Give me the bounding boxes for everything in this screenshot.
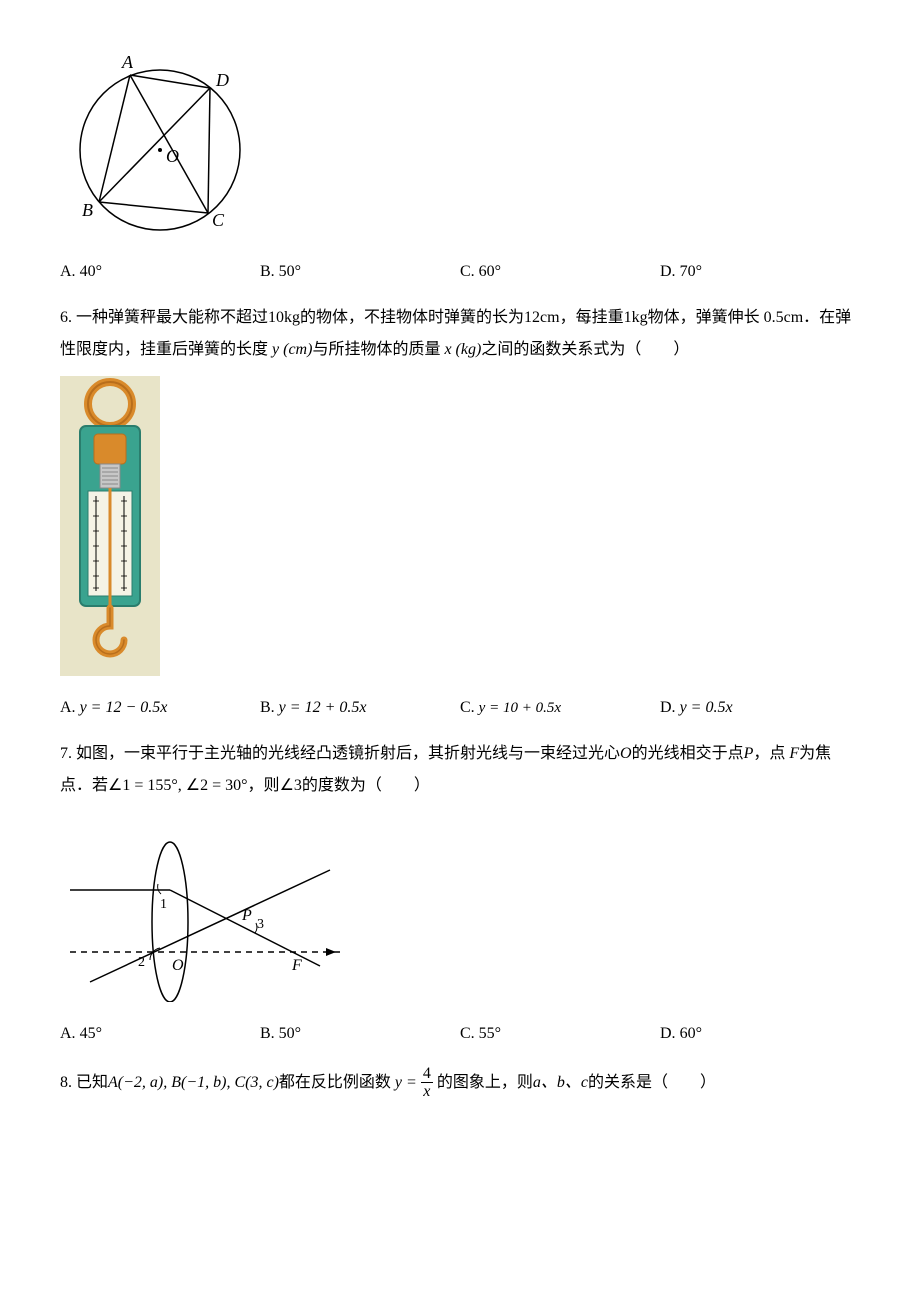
q5-options: A. 40° B. 50° C. 60° D. 70° xyxy=(60,259,860,285)
q7-option-a: A. 45° xyxy=(60,1021,260,1047)
q7-opt-c-text: 55° xyxy=(479,1025,501,1042)
q6-05cm: 0.5cm xyxy=(764,309,804,326)
q7-O: O xyxy=(620,745,632,762)
q5-opt-d-text: 70° xyxy=(680,263,702,280)
q8-frac: 4x xyxy=(421,1065,433,1101)
q8-t2: 都在反比例函数 xyxy=(279,1073,391,1090)
q6-option-d: D. y = 0.5x xyxy=(660,695,860,721)
q5-opt-b-text: 50° xyxy=(279,263,301,280)
q6-t4: 物体，弹簧伸长 xyxy=(648,309,760,326)
q8-yeq: y = xyxy=(395,1073,417,1090)
label-2: 2 xyxy=(138,955,145,970)
q6-number: 6. xyxy=(60,309,72,326)
q6-opt-b-text: y = 12 + 0.5x xyxy=(279,699,367,716)
q6-t6: 与所挂物体的质量 xyxy=(312,341,440,358)
q7-option-d: D. 60° xyxy=(660,1021,860,1047)
q7-question: 7. 如图，一束平行于主光轴的光线经凸透镜折射后，其折射光线与一束经过光心O的光… xyxy=(60,738,860,802)
q8-question: 8. 已知A(−2, a), B(−1, b), C(3, c)都在反比例函数 … xyxy=(60,1065,860,1101)
q6-option-a: A. y = 12 − 0.5x xyxy=(60,695,260,721)
q6-option-c: C. y = 10 + 0.5x xyxy=(460,695,660,721)
q7-ang3: ∠3 xyxy=(280,777,302,794)
q6-12cm: 12cm xyxy=(524,309,560,326)
q6-t1: 一种弹簧秤最大能称不超过 xyxy=(76,309,268,326)
q7-option-b: B. 50° xyxy=(260,1021,460,1047)
label-1: 1 xyxy=(160,897,167,912)
q5-option-d: D. 70° xyxy=(660,259,860,285)
q7-opt-b-text: 50° xyxy=(279,1025,301,1042)
q7-opt-a-text: 45° xyxy=(80,1025,102,1042)
q6-figure xyxy=(60,376,860,685)
label-O: O xyxy=(166,146,179,166)
q6-options: A. y = 12 − 0.5x B. y = 12 + 0.5x C. y =… xyxy=(60,695,860,721)
q7-opt-d-text: 60° xyxy=(680,1025,702,1042)
q7-t1: 如图，一束平行于主光轴的光线经凸透镜折射后，其折射光线与一束经过光心 xyxy=(76,745,620,762)
q6-1kg: 1kg xyxy=(624,309,648,326)
q7-t6: 的度数为（ ） xyxy=(302,777,430,794)
q7-ang1: ∠1 = 155°, ∠2 = 30° xyxy=(108,777,248,794)
q5-option-b: B. 50° xyxy=(260,259,460,285)
q7-P: P xyxy=(744,745,754,762)
q5-option-a: A. 40° xyxy=(60,259,260,285)
q8-frac-den: x xyxy=(421,1083,433,1101)
q7-options: A. 45° B. 50° C. 55° D. 60° xyxy=(60,1021,860,1047)
q7-t2: 的光线相交于点 xyxy=(632,745,744,762)
q6-t2: 的物体，不挂物体时弹簧的长为 xyxy=(300,309,524,326)
q6-opt-a-text: y = 12 − 0.5x xyxy=(80,699,168,716)
lens-diagram: P F O 1 2 3 xyxy=(60,812,360,1002)
label-C: C xyxy=(212,210,225,230)
label-B: B xyxy=(82,200,93,220)
label-3: 3 xyxy=(257,917,264,932)
q5-opt-c-text: 60° xyxy=(479,263,501,280)
label-P: P xyxy=(241,907,252,924)
q5-opt-a-text: 40° xyxy=(80,263,102,280)
q6-10kg: 10kg xyxy=(268,309,300,326)
q6-question: 6. 一种弹簧秤最大能称不超过10kg的物体，不挂物体时弹簧的长为12cm，每挂… xyxy=(60,302,860,366)
q6-t7: 之间的函数关系式为（ ） xyxy=(481,341,689,358)
label-A: A xyxy=(121,52,134,72)
q8-t1: 已知 xyxy=(76,1073,108,1090)
q8-t4: 的关系是（ ） xyxy=(588,1073,716,1090)
q7-number: 7. xyxy=(60,745,72,762)
q8-number: 8. xyxy=(60,1073,72,1090)
label-D: D xyxy=(215,70,229,90)
q8-pts: A(−2, a), B(−1, b), C(3, c) xyxy=(108,1073,279,1090)
label-O2: O xyxy=(172,957,184,974)
q7-figure: P F O 1 2 3 xyxy=(60,812,860,1011)
q7-option-c: C. 55° xyxy=(460,1021,660,1047)
q6-opt-d-text: y = 0.5x xyxy=(680,699,733,716)
q8-t3: 的图象上，则 xyxy=(437,1073,533,1090)
q7-F: F xyxy=(789,745,799,762)
q7-t5: ，则 xyxy=(248,777,280,794)
q7-t3: ，点 xyxy=(753,745,785,762)
q6-xkg: x (kg) xyxy=(444,341,481,358)
q6-t3: ，每挂重 xyxy=(560,309,624,326)
q5-figure: A B C D O xyxy=(60,50,860,249)
q6-option-b: B. y = 12 + 0.5x xyxy=(260,695,460,721)
spring-scale xyxy=(60,376,160,676)
label-F: F xyxy=(291,957,302,974)
q8-frac-num: 4 xyxy=(421,1065,433,1084)
q6-ycm: y (cm) xyxy=(272,341,312,358)
q6-opt-c-text: y = 10 + 0.5x xyxy=(479,700,561,716)
q5-option-c: C. 60° xyxy=(460,259,660,285)
q8-abc: a、b、c xyxy=(533,1073,588,1090)
circle-diagram: A B C D O xyxy=(60,50,260,240)
